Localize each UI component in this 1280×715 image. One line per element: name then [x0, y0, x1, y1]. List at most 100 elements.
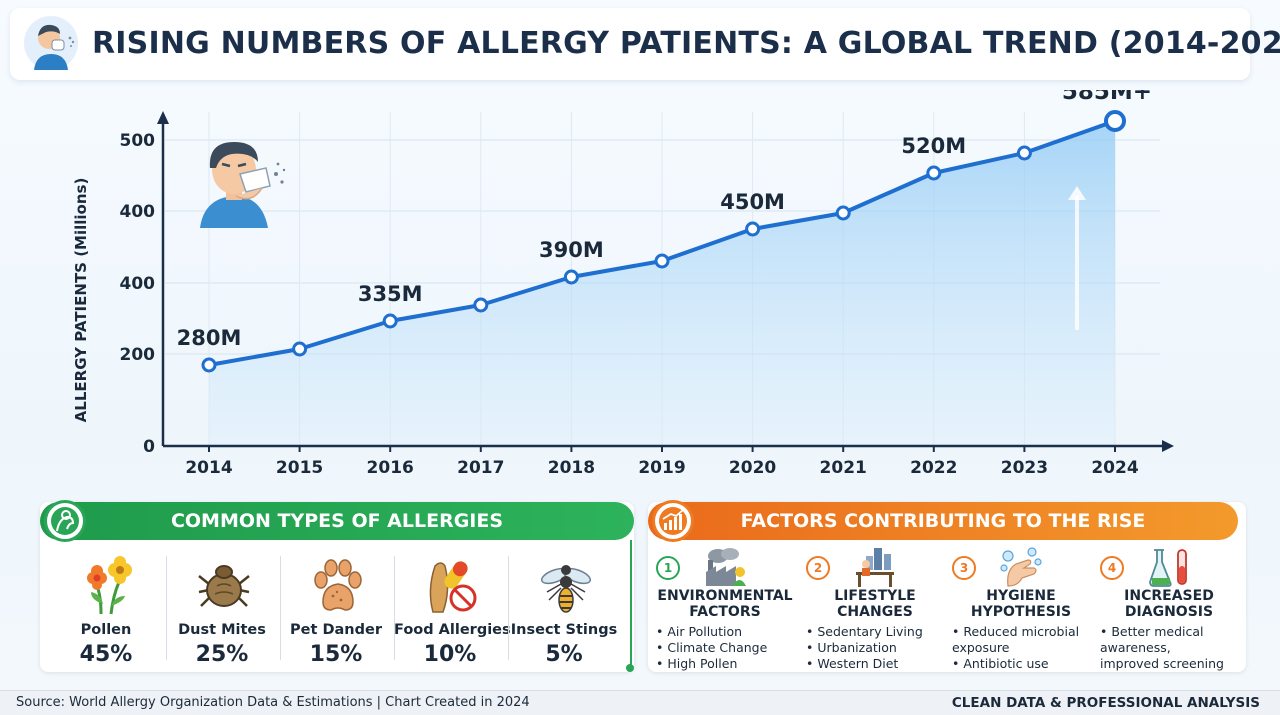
data-point: [563, 269, 579, 285]
divider: [508, 556, 509, 660]
data-point: [926, 165, 942, 181]
x-tick-labels: 2014 2015 2016 2017 2018 2019 2020 2021 2022 2023…: [185, 458, 1138, 478]
x-tick-label: 2017: [457, 458, 504, 478]
point-label: 390M: [539, 238, 604, 262]
x-tick-label: 2015: [276, 458, 323, 478]
sneezing-person-icon: [24, 16, 78, 70]
allergy-percent: 5%: [545, 642, 583, 667]
allergy-item-insect: Insect Stings 5%: [508, 556, 620, 668]
source-note: Source: World Allergy Organization Data …: [16, 695, 530, 710]
line-chart: 2014 2015 2016 2017 2018 2019 2020 2021 2022 2023…: [120, 90, 1174, 478]
data-point: [835, 205, 851, 221]
footer: Source: World Allergy Organization Data …: [0, 690, 1280, 715]
factor-bullets: Sedentary Living Urbanization Western Di…: [806, 624, 922, 672]
sneezing-person-icon: [200, 142, 286, 228]
desk-icon: [856, 548, 894, 587]
allergy-percent: 25%: [195, 642, 249, 667]
x-axis-arrow: [1162, 440, 1174, 452]
x-tick-label: 2020: [729, 458, 776, 478]
area-fill: [209, 121, 1115, 446]
divider: [394, 556, 395, 660]
y-tick-label: 0: [143, 437, 155, 457]
factors-panel: FACTORS CONTRIBUTING TO THE RISE 1 ENVIR…: [648, 500, 1246, 672]
point-label: 335M: [358, 282, 423, 306]
data-point: [382, 313, 398, 329]
allergy-item-dust-mites: Dust Mites 25%: [166, 556, 278, 668]
page-title: RISING NUMBERS OF ALLERGY PATIENTS: A GL…: [92, 26, 1280, 61]
allergy-name: Food Allergies: [394, 622, 511, 638]
y-tick-label: 400: [120, 202, 156, 222]
allergy-types-title: COMMON TYPES OF ALLERGIES: [170, 510, 504, 532]
factors-title: FACTORS CONTRIBUTING TO THE RISE: [740, 510, 1146, 532]
allergy-name: Insect Stings: [510, 622, 618, 638]
y-tick-label: 200: [120, 345, 156, 365]
test-tube-icon: [1149, 549, 1187, 587]
factor-title: ENVIRONMENTAL FACTORS: [657, 588, 793, 620]
insect-icon: [540, 565, 592, 613]
allergy-types-header: COMMON TYPES OF ALLERGIES: [40, 500, 634, 542]
y-axis-arrow: [157, 111, 169, 124]
allergy-item-pet-dander: Pet Dander 15%: [280, 556, 392, 668]
point-label: 520M: [901, 134, 966, 158]
factor-bullets: Reduced microbial exposure Antibiotic us…: [952, 624, 1079, 672]
factors-header: FACTORS CONTRIBUTING TO THE RISE: [648, 500, 1238, 542]
factor-bullets: Air Pollution Climate Change High Pollen: [656, 624, 767, 672]
factor-number: 4: [1100, 556, 1124, 580]
y-tick-label: 500: [120, 131, 156, 151]
x-tick-label: 2018: [548, 458, 595, 478]
growth-arrow: [1068, 186, 1086, 330]
dust-mite-icon: [198, 565, 250, 607]
allergy-percent: 10%: [423, 642, 477, 667]
divider: [280, 556, 281, 660]
point-label: 450M: [720, 190, 785, 214]
x-tick-label: 2014: [185, 458, 232, 478]
factor-title: LIFESTYLE CHANGES: [834, 588, 916, 620]
data-point: [654, 253, 670, 269]
x-tick-label: 2016: [367, 458, 414, 478]
x-tick-label: 2019: [638, 458, 685, 478]
allergy-name: Dust Mites: [178, 622, 266, 638]
footer-brand: CLEAN DATA & PROFESSIONAL ANALYSIS: [951, 695, 1260, 711]
factor-number: 1: [656, 556, 680, 580]
allergy-badge-icon: [44, 500, 86, 542]
food-icon: [429, 561, 477, 613]
header: RISING NUMBERS OF ALLERGY PATIENTS: A GL…: [10, 8, 1280, 80]
data-point: [201, 357, 217, 373]
point-label: 585M+: [1062, 90, 1152, 105]
data-point: [745, 221, 761, 237]
axes: [157, 111, 1174, 452]
factor-bullets: Better medical awareness, improved scree…: [1100, 624, 1224, 672]
factor-number: 3: [952, 556, 976, 580]
flower-icon: [87, 556, 132, 615]
data-point: [1016, 145, 1032, 161]
allergy-types-panel: COMMON TYPES OF ALLERGIES Pollen 45% Dus…: [40, 500, 634, 672]
y-axis-label: ALLERGY PATIENTS (Millions): [72, 177, 90, 423]
connector-dot: [626, 664, 634, 672]
paw-icon: [314, 559, 362, 611]
x-tick-label: 2022: [910, 458, 957, 478]
point-label: 280M: [177, 326, 242, 350]
x-tick-label: 2021: [820, 458, 867, 478]
factory-icon: [706, 548, 746, 586]
connector-line: [630, 540, 632, 668]
allergy-percent: 45%: [79, 642, 133, 667]
factor-title: HYGIENE HYPOTHESIS: [970, 588, 1072, 620]
x-tick-label: 2024: [1091, 458, 1138, 478]
data-point: [473, 297, 489, 313]
divider: [166, 556, 167, 660]
allergy-item-food: Food Allergies 10%: [394, 556, 511, 668]
handwash-icon: [1000, 547, 1042, 587]
data-point: [292, 341, 308, 357]
point-labels: 280M 335M 390M 450M 520M 585M+: [177, 90, 1152, 350]
data-points: [201, 110, 1126, 373]
x-tick-label: 2023: [1001, 458, 1048, 478]
factor-title: INCREASED DIAGNOSIS: [1124, 588, 1214, 620]
trend-badge-icon: [652, 500, 694, 542]
data-point: [1104, 110, 1126, 132]
allergy-percent: 15%: [309, 642, 363, 667]
allergy-name: Pet Dander: [290, 622, 382, 638]
